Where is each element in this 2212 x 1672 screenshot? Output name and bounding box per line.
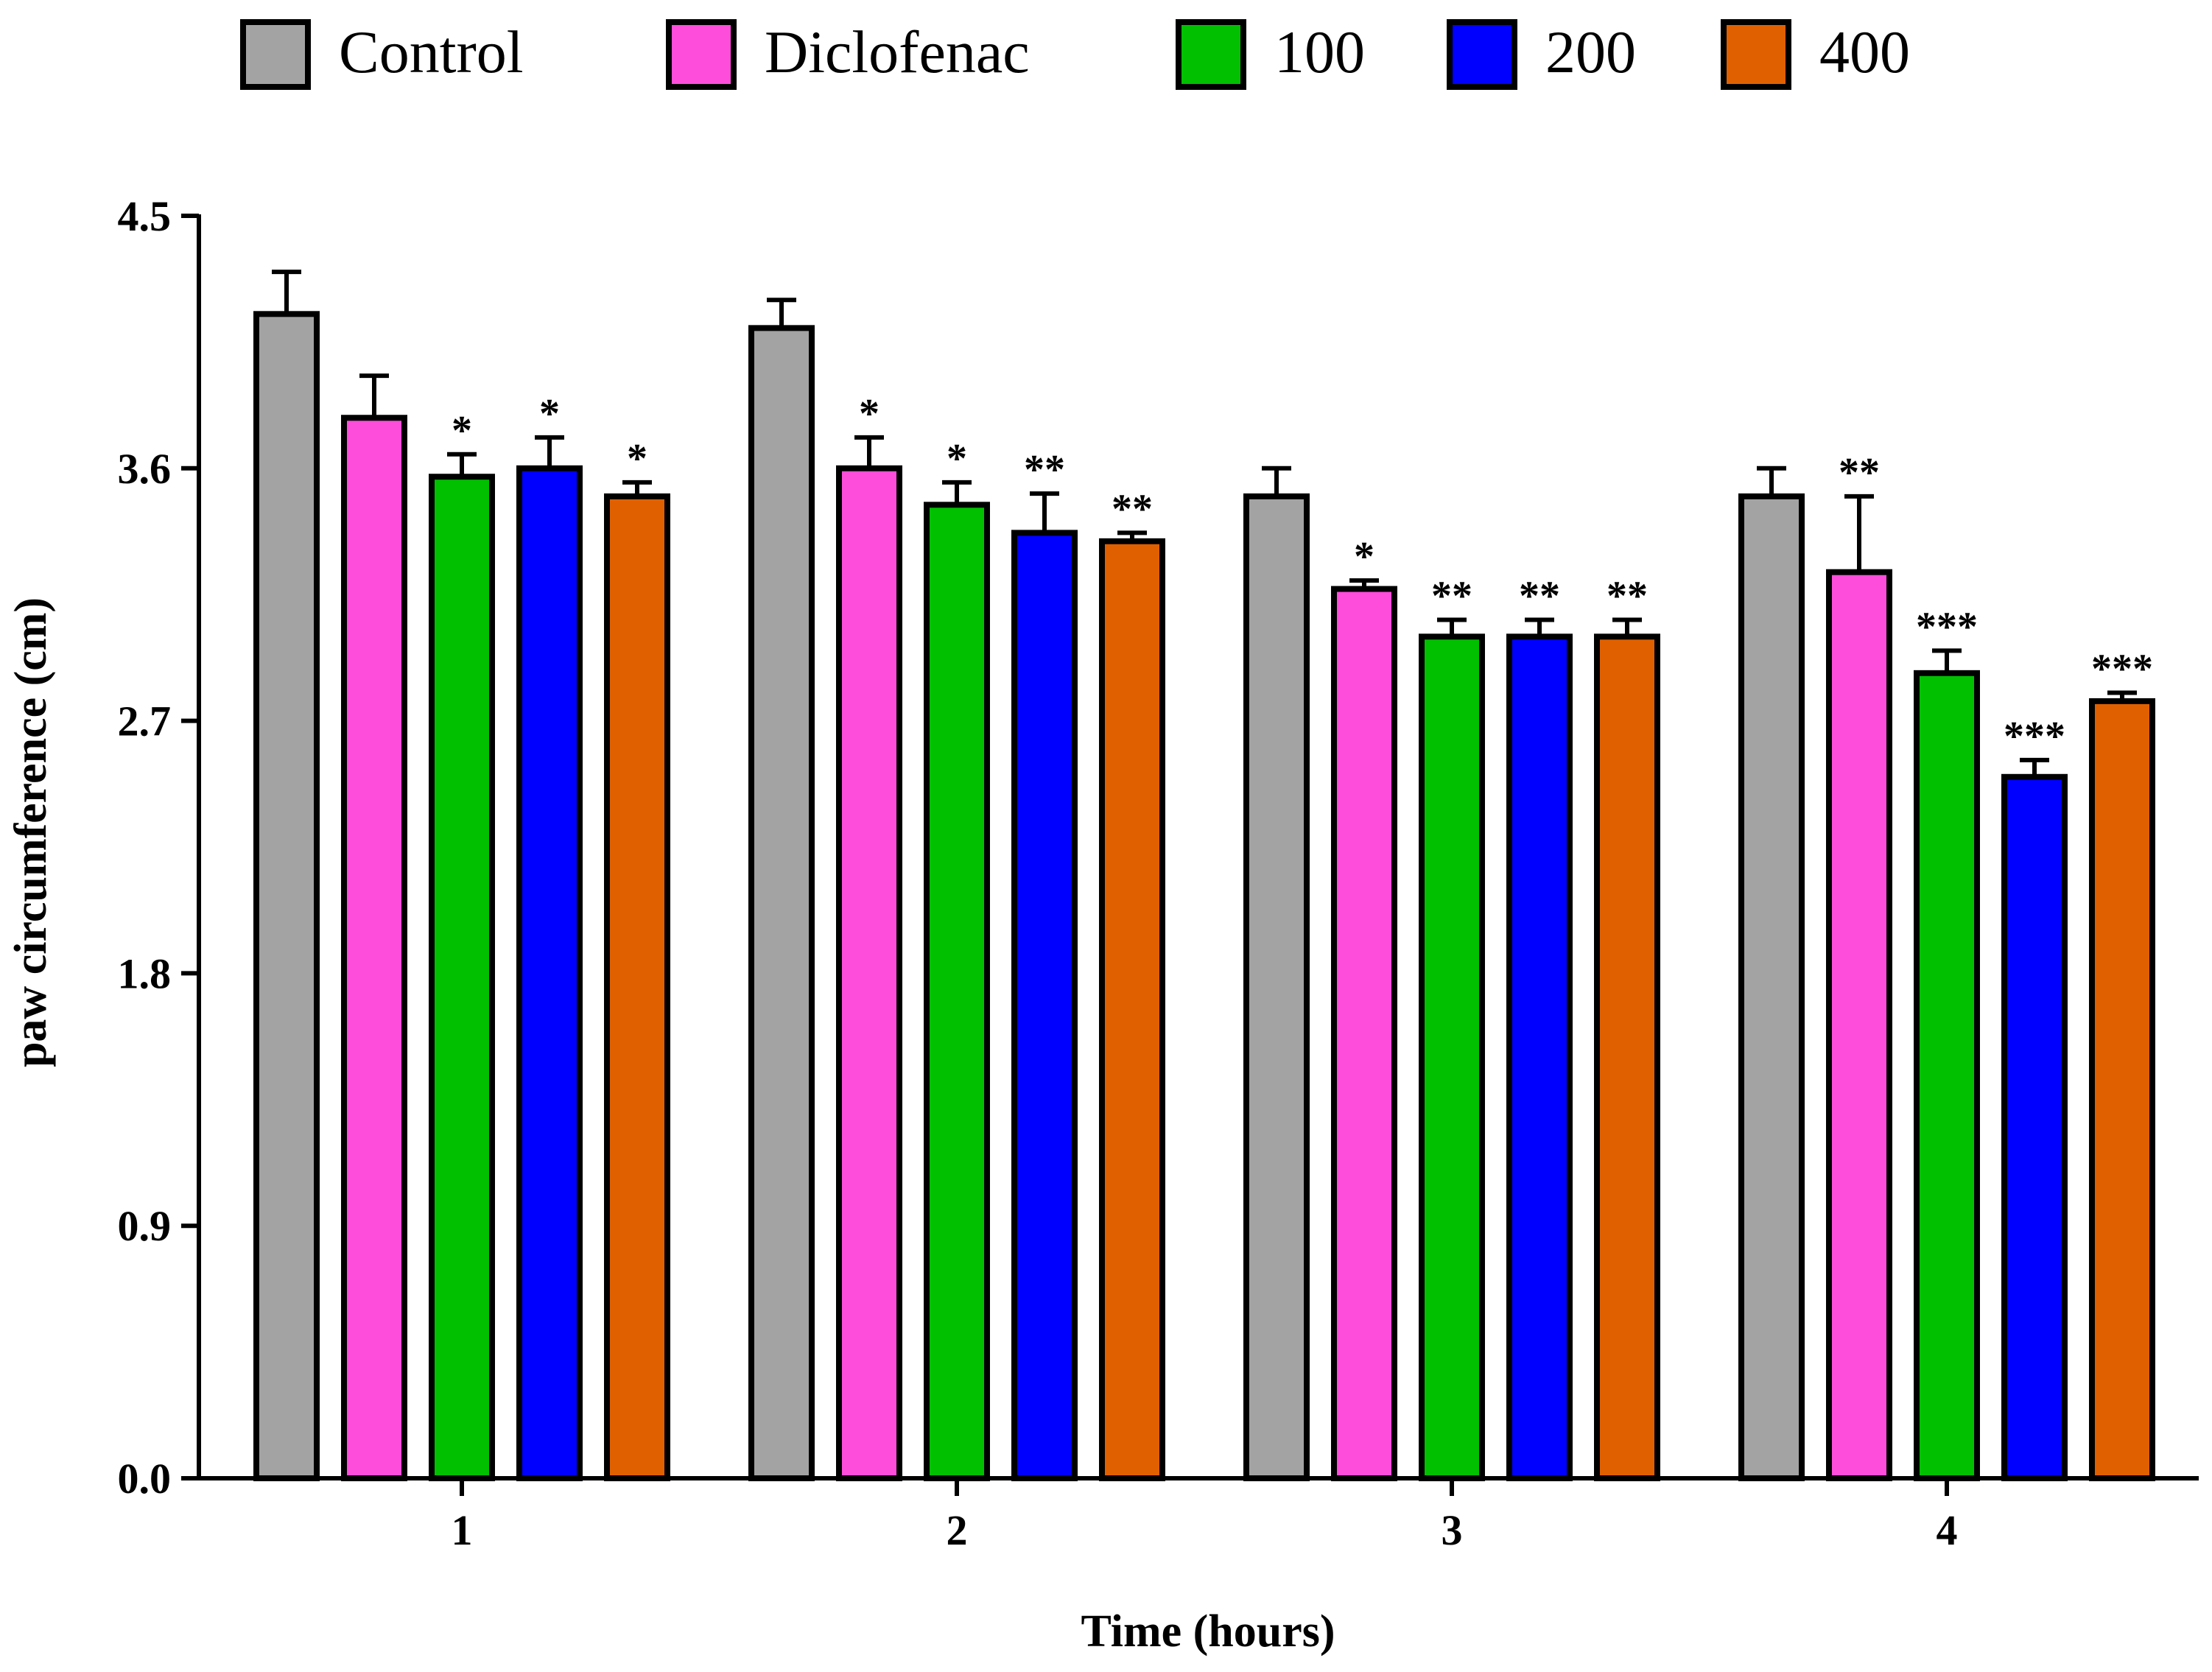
legend-label: Control (339, 18, 524, 85)
bar (1419, 633, 1485, 1481)
bar (836, 465, 902, 1481)
bar (1594, 633, 1660, 1481)
significance-label: ** (1112, 486, 1153, 532)
y-axis-label: paw circumference (cm) (6, 597, 56, 1067)
legend-label: 200 (1545, 18, 1636, 85)
bar (1506, 633, 1573, 1481)
bar (1826, 569, 1892, 1481)
significance-label: *** (1916, 604, 1978, 650)
x-tick-label: 1 (452, 1506, 473, 1554)
significance-label: * (452, 408, 472, 454)
bar (516, 465, 583, 1481)
y-tick-label: 2.7 (118, 698, 172, 745)
bar (429, 474, 495, 1481)
bar (1914, 670, 1980, 1481)
bar (2089, 698, 2155, 1482)
significance-label: ** (1839, 450, 1880, 496)
significance-label: * (539, 391, 560, 437)
significance-label: ** (1024, 447, 1065, 493)
significance-label: ** (1431, 573, 1472, 619)
bar (604, 493, 670, 1481)
significance-label: * (1354, 534, 1374, 580)
bar (2001, 773, 2068, 1482)
bar (1738, 493, 1805, 1481)
bar (924, 502, 990, 1481)
significance-label: ** (1607, 573, 1648, 619)
y-tick-label: 0.9 (118, 1202, 172, 1250)
bar (1243, 493, 1310, 1481)
x-tick-label: 3 (1442, 1506, 1463, 1554)
x-tick-label: 4 (1937, 1506, 1958, 1554)
y-tick-label: 3.6 (118, 445, 172, 493)
x-tick-label: 2 (947, 1506, 968, 1554)
legend-swatch (1447, 19, 1517, 90)
bars-layer: * **** ******* ** ************* (253, 270, 2155, 1482)
x-axis-label: Time (hours) (1081, 1606, 1335, 1657)
bar (1099, 538, 1165, 1482)
legend-swatch (240, 19, 311, 90)
bar (341, 415, 407, 1481)
significance-label: ** (1519, 573, 1560, 619)
legend-label: 400 (1819, 18, 1910, 85)
significance-label: * (859, 391, 879, 437)
bar (253, 311, 320, 1481)
y-tick-label: 1.8 (118, 949, 172, 997)
bar (1011, 530, 1078, 1481)
legend-label: Diclofenac (765, 18, 1030, 85)
y-tick-label: 0.0 (118, 1455, 172, 1503)
significance-label: *** (2004, 714, 2065, 759)
significance-label: * (627, 436, 647, 482)
legend-swatch (1176, 19, 1246, 90)
y-tick-label: 4.5 (118, 192, 172, 240)
legend-swatch (666, 19, 737, 90)
bar (1331, 586, 1397, 1481)
legend: Control Diclofenac 100 200 400 (240, 18, 1910, 90)
legend-swatch (1721, 19, 1791, 90)
legend-label: 100 (1274, 18, 1365, 85)
significance-label: *** (2091, 647, 2153, 692)
bar (748, 325, 815, 1481)
significance-label: * (947, 436, 967, 482)
